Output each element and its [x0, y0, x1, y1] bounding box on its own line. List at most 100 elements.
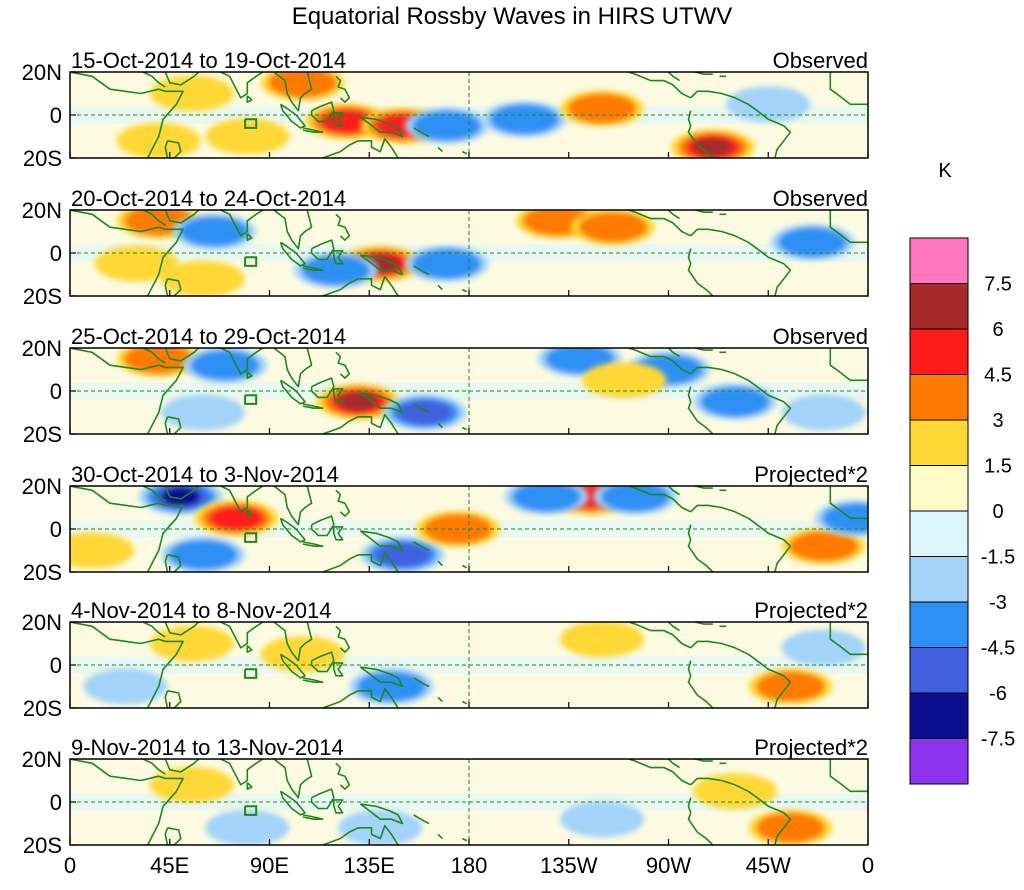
coastline — [690, 90, 792, 158]
anomaly-feature — [94, 245, 179, 282]
coastline — [829, 348, 868, 382]
colorbar-label: 4.5 — [984, 365, 1012, 387]
anomaly-feature — [116, 122, 201, 158]
coastline — [437, 146, 443, 153]
coastline — [359, 392, 404, 414]
coastline — [246, 95, 253, 103]
anomaly-feature — [781, 394, 866, 431]
panel-date-range: 30-Oct-2014 to 3-Nov-2014 — [71, 462, 339, 487]
contour-level — [412, 110, 482, 141]
coastline — [273, 486, 313, 526]
map-panel: 20N 0 20S 30-Oct-2014 to 3-Nov-2014 Projecte… — [22, 462, 869, 585]
colorbar-label: -4.5 — [981, 638, 1015, 660]
colorbar-label: 1.5 — [984, 456, 1012, 478]
contour-level — [338, 392, 378, 412]
coastline — [829, 759, 868, 793]
map-panel: 20N 0 20S 25-Oct-2014 to 29-Oct-2014 Observe… — [22, 324, 869, 447]
x-tick-label: 180 — [451, 853, 488, 878]
anomaly-feature — [571, 210, 656, 246]
contour-level — [822, 503, 868, 534]
coastline — [333, 250, 344, 265]
anomaly-feature — [504, 486, 589, 515]
coastline — [335, 762, 351, 790]
colorbar-swatch — [909, 328, 969, 375]
coastline — [628, 486, 692, 513]
coastline — [142, 348, 166, 364]
contour-level — [301, 255, 371, 286]
coastline — [829, 622, 868, 656]
y-tick-label: 20S — [23, 696, 62, 721]
anomaly-feature — [814, 500, 868, 537]
coastline — [164, 486, 200, 500]
colorbar-label: -7.5 — [981, 729, 1015, 751]
contour-level — [190, 350, 260, 381]
coastlines — [70, 348, 868, 434]
colorbar-label: 3 — [992, 410, 1003, 432]
contour-level — [781, 394, 866, 431]
anomaly-feature — [260, 636, 345, 673]
coastline — [302, 541, 324, 547]
region-box — [244, 394, 258, 405]
coastline — [142, 486, 166, 502]
coastline — [461, 700, 468, 705]
contour-level — [412, 248, 482, 279]
anomaly-field — [70, 766, 868, 845]
colorbar-label: 7.5 — [984, 274, 1012, 296]
y-tick-label: 20N — [22, 198, 62, 223]
contour-level — [356, 671, 426, 702]
map-panel: 20N 0 20S 15-Oct-2014 to 19-Oct-2014 Observe… — [22, 48, 869, 171]
contour-level — [567, 93, 637, 124]
x-tick-label: 0 — [862, 853, 874, 878]
region-box — [244, 805, 258, 816]
contour-level — [600, 486, 670, 512]
contour-level — [70, 532, 135, 569]
contour-level — [397, 400, 452, 425]
coastline — [142, 622, 166, 638]
coastline — [70, 622, 184, 708]
anomaly-feature — [404, 107, 489, 144]
map-panel: 20N 0 20S 9-Nov-2014 to 13-Nov-2014 Projecte… — [22, 735, 869, 858]
coastline — [164, 278, 182, 296]
contour-level — [789, 531, 859, 562]
coastline — [690, 640, 792, 708]
coastline — [273, 759, 313, 799]
anomaly-feature — [693, 773, 777, 810]
contour-level — [161, 394, 245, 431]
colorbar-swatch — [909, 465, 969, 512]
coastline — [273, 348, 313, 388]
x-tick-label: 90W — [646, 853, 691, 878]
coastline — [310, 101, 335, 123]
coastline — [628, 348, 692, 375]
x-tick-label: 135E — [344, 853, 395, 878]
coastline — [279, 653, 306, 679]
anomaly-feature — [205, 809, 290, 845]
y-tick-label: 20S — [23, 422, 62, 447]
coastline — [829, 72, 868, 106]
coastline — [335, 75, 351, 103]
coastline — [302, 677, 324, 683]
anomaly-feature — [316, 383, 401, 420]
coastline — [667, 486, 681, 496]
coastline — [437, 422, 443, 429]
contour-level — [560, 801, 644, 838]
coastline — [359, 116, 404, 138]
coastline — [322, 413, 399, 434]
coastline — [246, 782, 253, 790]
colorbar-swatch — [909, 601, 969, 648]
coastline — [246, 645, 253, 653]
coastline — [690, 228, 792, 296]
contour-level — [149, 625, 234, 662]
panel-kind: Observed — [773, 48, 868, 73]
coastline — [335, 351, 351, 379]
map-panel: 20N 0 20S 4-Nov-2014 to 8-Nov-2014 Projected… — [22, 598, 869, 721]
panel-date-range: 15-Oct-2014 to 19-Oct-2014 — [71, 48, 346, 73]
contour-level — [375, 542, 430, 568]
coastline — [690, 366, 792, 434]
colorbar-swatch — [909, 738, 969, 785]
panel-kind: Projected*2 — [754, 735, 868, 760]
y-tick-label: 0 — [50, 103, 62, 128]
chart-title: Equatorial Rossby Waves in HIRS UTWV — [292, 3, 733, 30]
coastline — [70, 348, 184, 434]
anomaly-feature — [149, 625, 234, 662]
coastline — [164, 416, 182, 434]
